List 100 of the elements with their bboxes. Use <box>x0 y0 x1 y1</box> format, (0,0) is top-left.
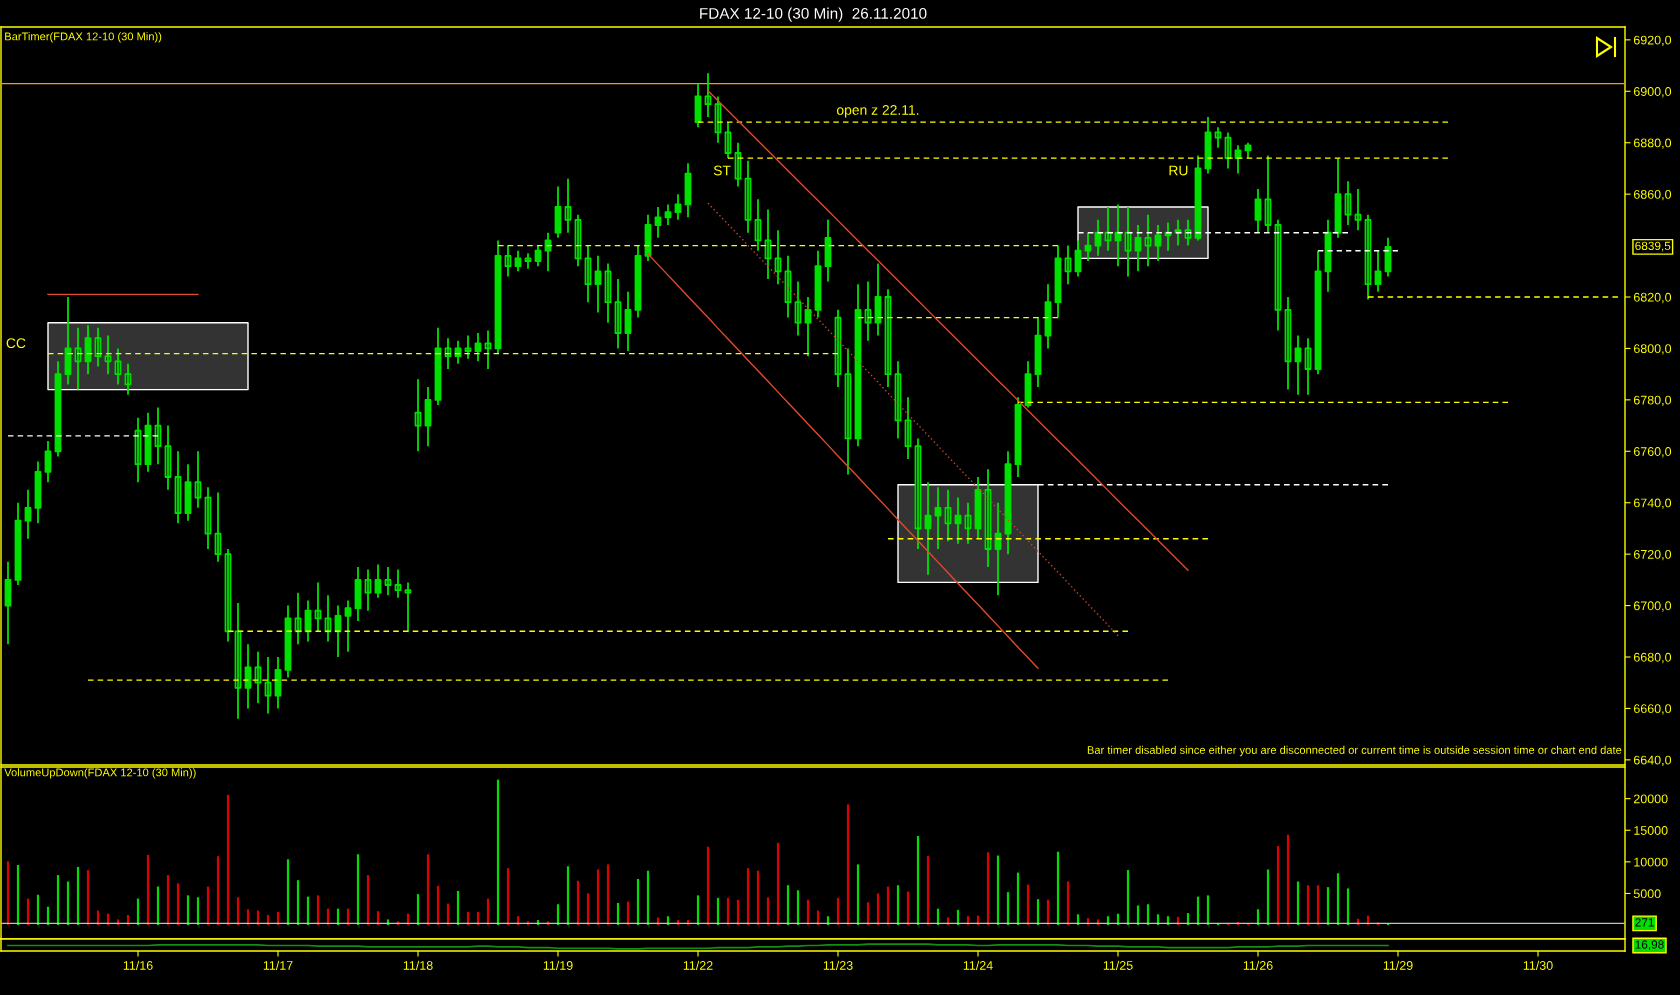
bar <box>506 868 510 926</box>
text: 6839,5 <box>1635 241 1671 252</box>
candlestick <box>74 326 82 391</box>
candlestick <box>864 280 872 342</box>
candlestick <box>164 424 172 491</box>
bar <box>1066 881 1070 926</box>
candlestick <box>1344 180 1352 226</box>
candlestick <box>664 203 672 226</box>
candlestick <box>44 440 52 484</box>
bar <box>856 864 860 926</box>
candlestick <box>784 254 792 319</box>
y-tick-label: 6800,0 <box>1633 344 1672 355</box>
candlestick <box>334 604 342 658</box>
candlestick <box>654 206 662 239</box>
y-tick-label: 6720,0 <box>1633 549 1672 561</box>
candlestick <box>474 332 482 363</box>
candlestick <box>124 362 132 396</box>
candlestick <box>674 193 682 221</box>
candlestick <box>1144 213 1152 268</box>
x-tick-label: 11/23 <box>823 960 853 970</box>
bar <box>496 779 500 926</box>
bar <box>66 881 70 926</box>
candlestick <box>1064 244 1072 286</box>
candlestick <box>424 386 432 448</box>
candlestick <box>554 185 562 239</box>
y-tick-label: 6860,0 <box>1633 189 1672 201</box>
candlestick <box>294 591 302 646</box>
candlestick <box>874 262 882 337</box>
bar <box>146 854 150 926</box>
chart-subtitle: BarTimer(FDAX 12-10 (30 Min)) <box>5 32 162 43</box>
candlestick <box>1134 224 1142 273</box>
candlestick <box>944 488 952 543</box>
bar <box>1266 869 1270 926</box>
candlestick <box>1334 157 1342 239</box>
candlestick <box>264 656 272 715</box>
candlestick <box>934 486 942 550</box>
bar <box>1276 846 1280 926</box>
candlestick <box>1294 334 1302 396</box>
candlestick <box>414 378 422 453</box>
candlestick <box>1044 283 1052 350</box>
candlestick <box>534 244 542 268</box>
candlestick <box>374 563 382 599</box>
candlestick <box>1174 218 1182 247</box>
bar <box>566 866 570 926</box>
candlestick <box>64 296 72 386</box>
bar <box>596 869 600 926</box>
y-tick-label: 6700,0 <box>1633 601 1672 612</box>
line-series <box>647 253 1039 670</box>
candlestick <box>514 249 522 273</box>
candlestick <box>174 450 182 525</box>
candlestick <box>344 599 352 653</box>
candlestick <box>24 488 32 540</box>
y-tick-label: 6740,0 <box>1633 498 1672 509</box>
annotation: open z 22.11. <box>836 105 919 118</box>
bar <box>846 804 850 926</box>
candlestick <box>184 463 192 522</box>
y-tick-label: 6760,0 <box>1633 447 1672 458</box>
line-series <box>707 90 1189 572</box>
x-tick-label: 11/17 <box>263 960 293 970</box>
candlestick <box>1354 188 1362 232</box>
candlestick <box>234 602 242 720</box>
bar <box>226 794 230 926</box>
candlestick <box>1104 206 1112 252</box>
candlestick <box>1184 218 1192 247</box>
candlestick <box>964 501 972 545</box>
candlestick <box>214 491 222 563</box>
candlestick <box>594 254 602 314</box>
candlestick <box>844 347 852 476</box>
candlestick <box>604 262 612 324</box>
line-series <box>707 202 1119 637</box>
x-tick-label: 11/16 <box>123 960 153 970</box>
candlestick <box>994 501 1002 597</box>
candlestick <box>394 568 402 599</box>
annotation: RU <box>1169 165 1188 176</box>
candlestick <box>304 599 312 643</box>
candlestick <box>464 334 472 360</box>
candlestick <box>1264 154 1272 234</box>
candlestick <box>764 208 772 280</box>
bar <box>916 835 920 926</box>
candlestick <box>484 329 492 370</box>
chart-title: FDAX 12-10 (30 Min) 26.11.2010 <box>700 7 927 22</box>
y-tick-label: 6660,0 <box>1633 704 1672 715</box>
y-tick-label: 20000 <box>1633 794 1668 804</box>
x-tick-label: 11/25 <box>1103 960 1133 970</box>
y-tick-label: 6680,0 <box>1633 652 1672 664</box>
candlestick <box>774 229 782 286</box>
candlestick <box>794 280 802 337</box>
y-tick-label: 5000 <box>1633 889 1661 899</box>
bar <box>426 854 430 926</box>
annotation: CC <box>6 338 26 349</box>
x-tick-label: 11/22 <box>683 960 713 970</box>
x-tick-label: 11/26 <box>1243 960 1273 970</box>
candlestick <box>804 296 812 358</box>
candlestick <box>114 347 122 386</box>
bar <box>746 868 750 926</box>
candlestick <box>1114 203 1122 268</box>
candlestick <box>104 334 112 376</box>
candlestick <box>244 643 252 710</box>
candlestick <box>254 650 262 705</box>
candlestick <box>84 324 92 376</box>
